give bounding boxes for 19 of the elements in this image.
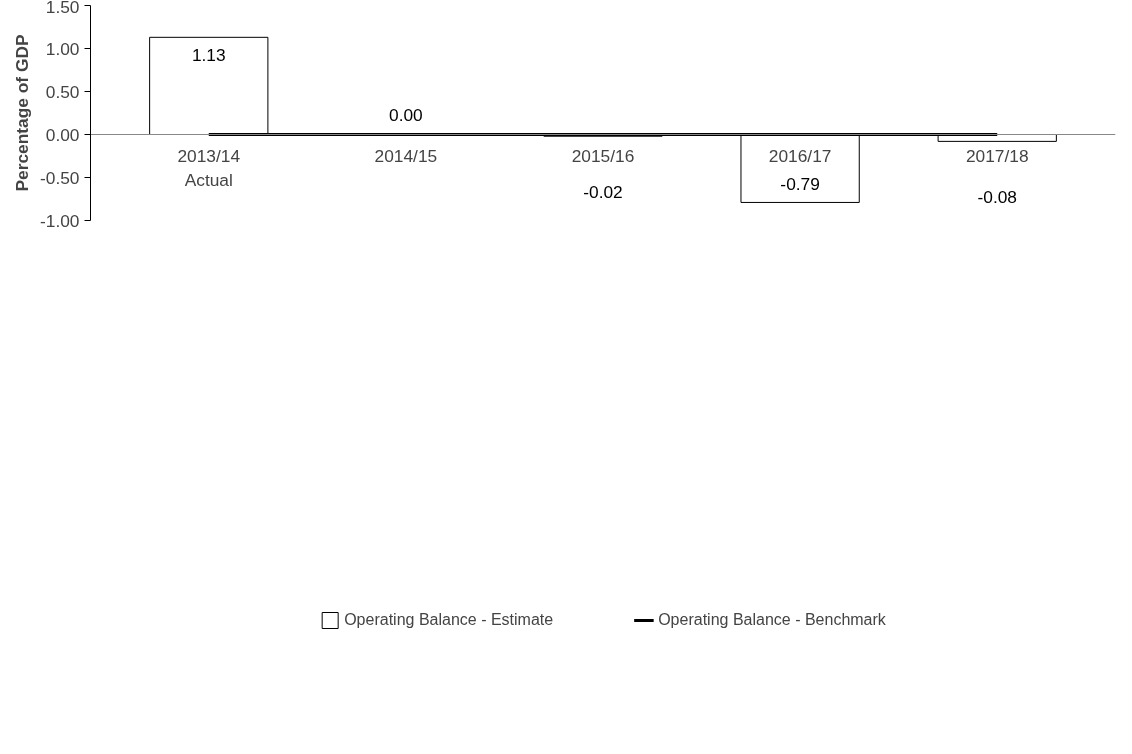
- y-tick-label: -0.50: [40, 167, 80, 188]
- data-label: 1.13: [191, 45, 226, 66]
- data-label: -0.08: [977, 187, 1017, 208]
- data-label: -0.79: [780, 174, 820, 195]
- y-tick-label: 0.00: [45, 124, 80, 145]
- x-tick-label: 2017/18: [965, 145, 1029, 166]
- legend-label: Operating Balance - Estimate: [344, 610, 554, 629]
- y-tick-label: 0.50: [45, 81, 80, 102]
- y-axis-title: Percentage of GDP: [12, 34, 32, 192]
- data-label: -0.02: [583, 182, 623, 203]
- x-tick-label: 2014/15: [374, 145, 438, 166]
- x-tick-label: 2016/17: [768, 145, 832, 166]
- y-tick-label: -1.00: [40, 210, 80, 231]
- data-label: 0.00: [389, 104, 423, 125]
- x-tick-label: 2013/14 Actual: [177, 145, 241, 190]
- x-tick-label: 2015/16: [571, 145, 635, 166]
- y-tick-label: 1.00: [45, 38, 80, 59]
- legend-label: Operating Balance - Benchmark: [658, 610, 886, 629]
- y-tick-label: 1.50: [45, 0, 80, 17]
